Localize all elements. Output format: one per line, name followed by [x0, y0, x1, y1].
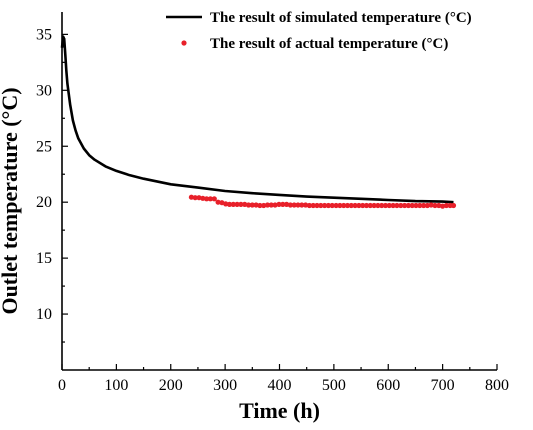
actual-temperature-point	[261, 202, 267, 209]
actual-temperature-point	[314, 202, 320, 209]
plot-area	[60, 35, 457, 209]
actual-temperature-point	[363, 202, 370, 209]
x-tick-label: 700	[431, 377, 455, 394]
actual-temperature-point	[382, 202, 389, 209]
y-tick-label: 20	[36, 194, 52, 211]
actual-temperature-point	[360, 202, 366, 209]
actual-temperature-point	[352, 202, 358, 209]
actual-temperature-point	[356, 202, 362, 209]
y-tick-label: 15	[36, 250, 52, 267]
legend-label: The result of actual temperature (°C)	[210, 36, 448, 52]
actual-temperature-point	[405, 202, 411, 209]
actual-temperature-point	[215, 199, 221, 205]
actual-temperature-point	[204, 196, 210, 202]
actual-temperature-point	[303, 202, 309, 208]
actual-temperature-point	[268, 202, 274, 208]
legend: The result of simulated temperature (°C)…	[166, 10, 472, 52]
legend-dot-swatch	[181, 40, 187, 46]
actual-temperature-point	[322, 202, 328, 209]
actual-temperature-point	[413, 202, 419, 209]
actual-temperature-point	[424, 202, 430, 209]
actual-temperature-point	[333, 202, 339, 209]
y-tick-label: 35	[36, 26, 52, 43]
actual-temperature-point	[280, 201, 286, 207]
actual-temperature-point	[306, 202, 312, 209]
actual-temperature-point	[253, 202, 259, 208]
actual-temperature-point	[390, 202, 396, 209]
actual-temperature-point	[230, 201, 236, 207]
actual-temperature-point	[257, 202, 263, 209]
actual-temperature-point	[341, 202, 347, 209]
actual-temperature-point	[428, 202, 434, 208]
actual-temperature-point	[417, 202, 423, 209]
x-tick-label: 600	[376, 377, 400, 394]
actual-temperature-point	[238, 201, 244, 207]
y-tick-label: 30	[36, 82, 52, 99]
actual-temperature-point	[371, 202, 377, 209]
actual-temperature-point	[223, 201, 229, 207]
axes: 0 100 200 300 400 500 600 700 800 10 15 20 25 30 35	[36, 12, 509, 394]
x-tick-label: 800	[485, 377, 509, 394]
actual-temperature-point	[386, 202, 392, 209]
actual-temperature-point	[329, 202, 335, 209]
actual-temperature-point	[245, 202, 252, 208]
actual-temperature-point	[291, 202, 297, 208]
x-tick-label: 100	[104, 377, 128, 394]
actual-temperature-point	[375, 202, 381, 209]
actual-temperature-point	[272, 202, 278, 208]
actual-temperature-point	[432, 202, 438, 209]
actual-temperature-point	[443, 202, 449, 209]
x-tick-label: 400	[268, 377, 292, 394]
actual-temperature-point	[344, 202, 351, 209]
actual-temperature-point	[402, 202, 408, 209]
actual-temperature-point	[310, 202, 316, 209]
legend-label: The result of simulated temperature (°C)	[210, 10, 472, 26]
y-axis-title: Outlet temperature (°C)	[0, 87, 22, 314]
actual-temperature-point	[226, 201, 233, 207]
actual-temperature-point	[264, 202, 271, 208]
x-tick-label: 200	[159, 377, 183, 394]
actual-temperature-point	[318, 202, 324, 209]
y-tick-label: 25	[36, 138, 52, 155]
actual-temperature-point	[211, 196, 217, 202]
actual-temperature-point	[450, 202, 457, 209]
x-tick-label: 300	[213, 377, 237, 394]
x-tick-label: 500	[322, 377, 346, 394]
x-axis-title: Time (h)	[239, 398, 320, 423]
actual-temperature-point	[299, 202, 305, 208]
y-tick-label: 10	[36, 306, 52, 323]
actual-temperature-point	[207, 196, 213, 202]
actual-temperature-point	[295, 202, 301, 208]
actual-temperature-point	[234, 201, 240, 207]
actual-temperature-point	[409, 202, 415, 209]
x-tick-label: 0	[58, 377, 66, 394]
actual-temperature-point	[192, 195, 198, 201]
actual-temperature-point	[200, 195, 206, 201]
simulated-temperature-line	[60, 35, 454, 204]
actual-temperature-point	[398, 202, 404, 209]
actual-temperature-point	[421, 202, 427, 209]
actual-temperature-point	[367, 202, 373, 209]
actual-temperature-point	[337, 202, 343, 209]
actual-temperature-point	[394, 202, 400, 209]
actual-temperature-point	[325, 202, 331, 209]
actual-temperature-point	[188, 194, 194, 200]
actual-temperature-point	[249, 202, 255, 208]
actual-temperature-point	[348, 202, 354, 209]
actual-temperature-point	[287, 202, 293, 208]
actual-temperature-point	[276, 201, 282, 207]
actual-temperature-point	[379, 202, 385, 209]
